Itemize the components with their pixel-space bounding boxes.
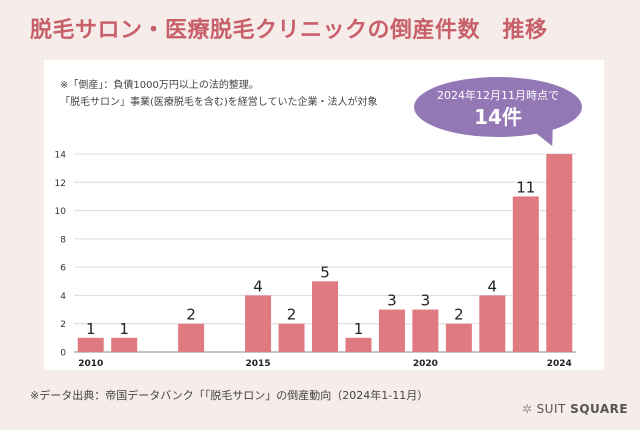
note-line-2: 「脱毛サロン」事業(医療脱毛を含む)を経営していた企業・法人が対象 (60, 97, 378, 108)
bar-2010 (77, 337, 104, 352)
data-label-2015: 4 (253, 277, 263, 295)
y-tick-label: 10 (55, 207, 67, 217)
data-label-2020: 3 (421, 292, 431, 310)
source-note: ※データ出典：帝国データバンク「「脱毛サロン」の倒産動向（2024年1-11月） (30, 389, 429, 402)
note-line-1: ※「倒産」：負債1000万円以上の法的整理。 (60, 80, 259, 91)
bar-2013 (178, 323, 205, 352)
x-tick-label-2015: 2015 (246, 359, 271, 369)
logo-icon: ✲ (522, 402, 533, 416)
bar-2024 (546, 154, 573, 352)
bar-2016 (278, 323, 305, 352)
data-label-2018: 1 (354, 320, 364, 338)
bar-2022 (479, 295, 506, 352)
callout-bubble: 2024年12月11月時点で 14件 (414, 77, 582, 137)
callout-line-1: 2024年12月11月時点で (437, 89, 559, 102)
bar-2020 (412, 309, 439, 352)
y-tick-label: 0 (60, 349, 66, 359)
data-label-2013: 2 (186, 306, 196, 324)
bar-2023 (512, 196, 539, 352)
data-label-2011: 1 (119, 320, 129, 338)
y-tick-label: 14 (55, 151, 67, 161)
bar-2019 (378, 309, 405, 352)
callout-line-2: 14件 (474, 105, 522, 129)
x-tick-label-2010: 2010 (78, 359, 103, 369)
data-label-2017: 5 (320, 263, 330, 281)
data-label-2023: 11 (516, 178, 535, 196)
x-tick-label-2024: 2024 (547, 359, 572, 369)
y-tick-label: 8 (60, 235, 66, 245)
bar-2011 (111, 337, 138, 352)
y-tick-label: 4 (60, 292, 66, 302)
page-title: 脱毛サロン・医療脱毛クリニックの倒産件数 推移 (30, 18, 548, 43)
x-tick-label-2020: 2020 (413, 359, 438, 369)
brand-logo: ✲ SUIT SQUARE (522, 402, 628, 416)
data-label-2019: 3 (387, 292, 397, 310)
logo-text-1: SUIT (536, 402, 566, 416)
y-tick-label: 12 (55, 179, 66, 189)
data-label-2022: 4 (488, 277, 498, 295)
y-tick-label: 6 (60, 264, 66, 274)
bar-2018 (345, 337, 372, 352)
logo-text-2: SQUARE (570, 402, 629, 416)
data-label-2021: 2 (454, 306, 464, 324)
data-label-2016: 2 (287, 306, 297, 324)
bar-2015 (245, 295, 272, 352)
data-label-2010: 1 (86, 320, 96, 338)
y-tick-label: 2 (60, 320, 66, 330)
bar-2017 (312, 281, 338, 352)
bar-2021 (445, 323, 472, 352)
